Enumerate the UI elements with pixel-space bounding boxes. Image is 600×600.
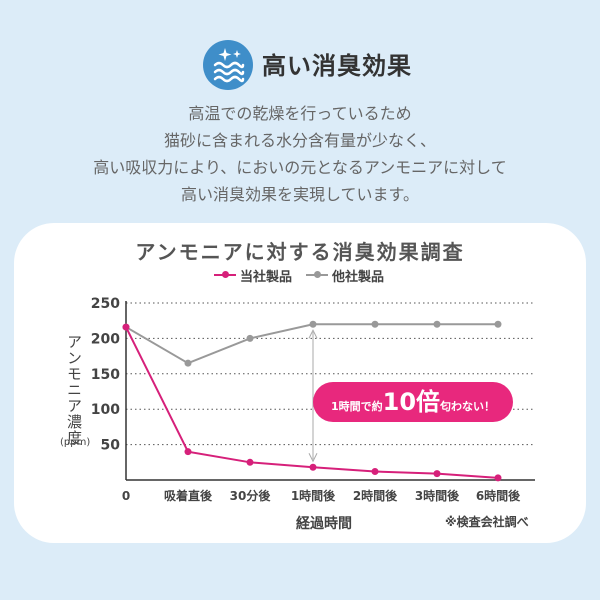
description-line: 高い消臭効果を実現しています。 (181, 185, 419, 204)
y-tick-label: 250 (91, 296, 120, 312)
data-point (371, 468, 379, 476)
x-axis-label: 経過時間 (296, 516, 352, 532)
description-line: 猫砂に含まれる水分含有量が少なく、 (163, 131, 436, 150)
section-title: 高い消臭効果 (262, 52, 412, 80)
data-point (371, 320, 379, 328)
description-line: 高温での乾燥を行っているため (188, 104, 412, 123)
legend-label: 他社製品 (332, 270, 385, 285)
data-point (433, 320, 441, 328)
description-line: 高い吸収力により、においの元となるアンモニアに対して (93, 158, 507, 177)
y-axis-unit: (ppm) (60, 437, 91, 448)
chart-title: アンモニアに対する消臭効果調査 (135, 240, 465, 264)
legend-marker (222, 271, 229, 278)
y-tick-label: 200 (91, 331, 120, 347)
data-point (309, 463, 317, 471)
x-tick-label: 6時間後 (476, 488, 521, 503)
x-tick-label: 3時間後 (415, 488, 460, 503)
x-tick-label: 吸着直後 (164, 488, 213, 503)
x-tick-label: 2時間後 (353, 488, 398, 503)
y-tick-label: 50 (101, 438, 121, 454)
y-tick-label: 100 (91, 402, 120, 418)
data-point (494, 474, 502, 482)
y-axis-label: アンモニア濃度 (65, 334, 83, 446)
data-point (246, 458, 254, 466)
deodorize-sparkle-wave-icon (203, 40, 253, 90)
legend-label: 当社製品 (240, 270, 293, 285)
header: 高い消臭効果 (0, 38, 600, 94)
callout-prefix: 1時間で約 (330, 400, 383, 413)
data-point (122, 323, 130, 331)
data-point (494, 320, 502, 328)
x-tick-label: 0 (122, 489, 130, 503)
callout-number: 10倍 (382, 388, 441, 416)
comparison-arrow-head-up (308, 329, 318, 339)
data-point (309, 320, 317, 328)
data-point (184, 448, 192, 456)
data-point (184, 359, 192, 367)
x-tick-label: 30分後 (230, 488, 272, 503)
data-point (433, 470, 441, 478)
comparison-arrow-head-down (308, 453, 318, 463)
description: 高温での乾燥を行っているため 猫砂に含まれる水分含有量が少なく、 高い吸収力によ… (40, 100, 560, 208)
series-line (125, 323, 498, 365)
y-tick-label: 150 (91, 367, 120, 383)
data-point (246, 334, 254, 342)
callout-badge: 1時間で約10倍匂わない！ (313, 382, 513, 422)
callout-suffix: 匂わない！ (440, 400, 496, 413)
legend-marker (314, 271, 321, 278)
source-note: ※検査会社調べ (445, 515, 529, 529)
x-tick-label: 1時間後 (291, 488, 336, 503)
